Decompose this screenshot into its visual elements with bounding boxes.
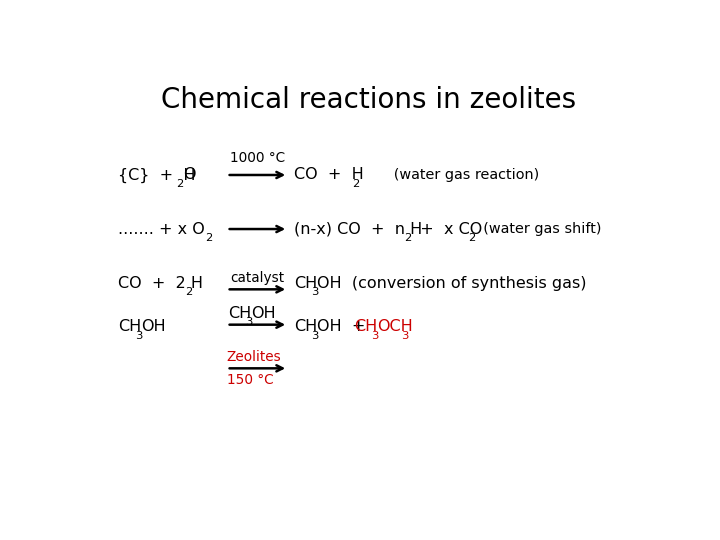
- Text: Zeolites: Zeolites: [227, 350, 282, 364]
- Text: OH: OH: [141, 319, 166, 334]
- Text: 3: 3: [311, 287, 318, 297]
- Text: Chemical reactions in zeolites: Chemical reactions in zeolites: [161, 85, 577, 113]
- Text: 2: 2: [404, 233, 411, 243]
- Text: 3: 3: [372, 331, 379, 341]
- Text: (n-x) CO  +  n H: (n-x) CO + n H: [294, 221, 422, 237]
- Text: 3: 3: [311, 331, 318, 341]
- Text: 2: 2: [468, 233, 476, 243]
- Text: 150 °C: 150 °C: [227, 373, 274, 387]
- Text: OCH: OCH: [377, 319, 413, 334]
- Text: 3: 3: [135, 331, 143, 341]
- Text: 2: 2: [205, 233, 212, 243]
- Text: 1000 °C: 1000 °C: [230, 151, 285, 165]
- Text: CH: CH: [118, 319, 141, 334]
- Text: 3: 3: [401, 331, 409, 341]
- Text: catalyst: catalyst: [230, 271, 284, 285]
- Text: OH  (conversion of synthesis gas): OH (conversion of synthesis gas): [317, 275, 587, 291]
- Text: CH: CH: [294, 275, 317, 291]
- Text: O: O: [183, 167, 195, 183]
- Text: OH  +: OH +: [317, 319, 371, 334]
- Text: OH: OH: [251, 306, 276, 321]
- Text: +  x CO: + x CO: [410, 221, 482, 237]
- Text: (water gas reaction): (water gas reaction): [366, 168, 539, 182]
- Text: 2: 2: [176, 179, 183, 189]
- Text: (water gas shift): (water gas shift): [474, 222, 601, 236]
- Text: 2: 2: [186, 287, 193, 297]
- Text: 2: 2: [351, 179, 359, 189]
- Text: CH: CH: [228, 306, 251, 321]
- Text: CH: CH: [354, 319, 377, 334]
- Text: CO  +  2 H: CO + 2 H: [118, 275, 203, 291]
- Text: {C}  +  H: {C} + H: [118, 167, 195, 183]
- Text: ....... + x O: ....... + x O: [118, 221, 204, 237]
- Text: CO  +  H: CO + H: [294, 167, 364, 183]
- Text: 3: 3: [245, 317, 253, 327]
- Text: CH: CH: [294, 319, 317, 334]
